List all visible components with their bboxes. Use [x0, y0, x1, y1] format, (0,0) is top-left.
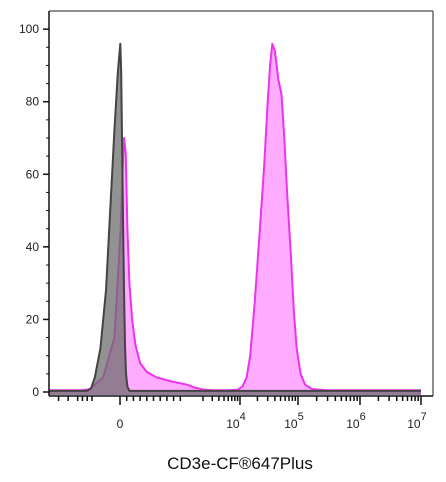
x-axis-title: CD3e-CF®647Plus: [167, 454, 313, 473]
axes: [48, 11, 433, 397]
y-tick-label: 40: [26, 240, 40, 254]
x-tick-label: 0: [117, 417, 124, 431]
x-tick-label: 106: [346, 411, 365, 431]
y-tick-label: 100: [19, 22, 39, 36]
series-2-line: [49, 42, 421, 392]
y-tick-label: 0: [32, 385, 39, 399]
series-2-area: [49, 43, 421, 395]
series-layer: [49, 42, 421, 395]
x-tick-label: 105: [284, 411, 303, 431]
y-tick-label: 60: [26, 167, 40, 181]
plot-frame: [49, 10, 434, 396]
y-ticks: 0 20 40 60 80 100: [19, 22, 49, 399]
y-tick-label: 80: [26, 95, 40, 109]
x-ticks: 0 104 105 106 107: [57, 396, 427, 431]
x-tick-label: 107: [407, 411, 426, 431]
x-tick-label: 104: [226, 411, 245, 431]
series-1-line: [49, 42, 421, 392]
y-tick-label: 20: [26, 312, 40, 326]
